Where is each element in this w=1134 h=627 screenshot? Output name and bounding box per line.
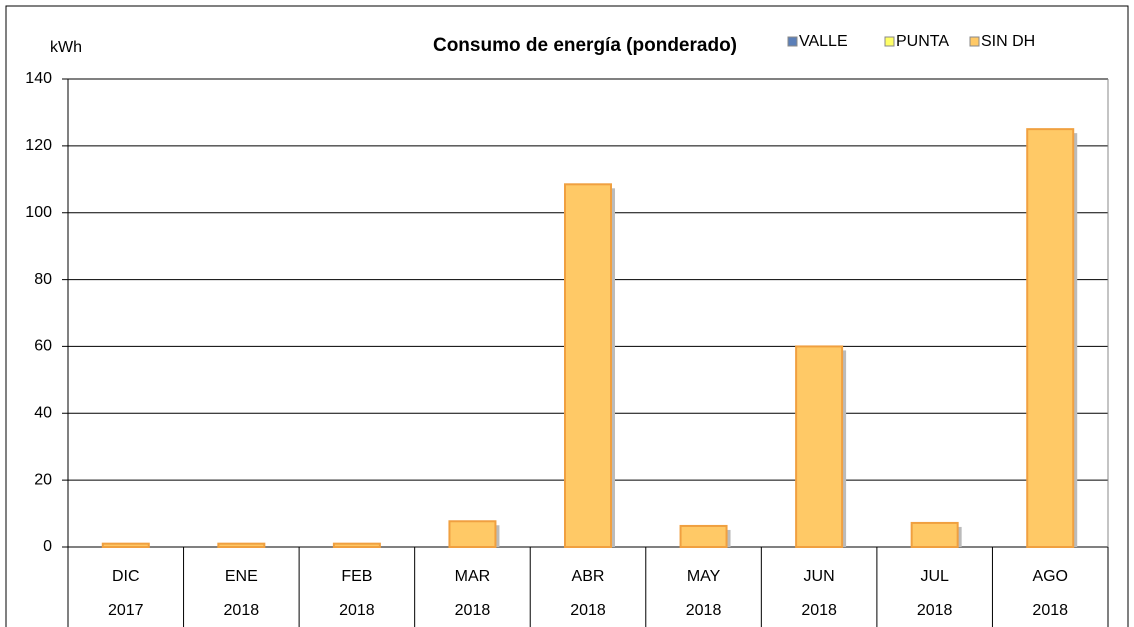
x-group-label: 2018 [917,602,953,619]
y-tick-label: 100 [25,204,52,221]
x-tick-label: AGO [1032,568,1068,585]
x-group-label: 2018 [570,602,606,619]
x-group-label: 2018 [686,602,722,619]
y-tick-label: 120 [25,137,52,154]
legend-swatch [969,36,980,47]
bar [795,345,844,548]
chart-border [5,5,1129,627]
x-tick-label: ENE [225,568,258,585]
x-group-label: 2018 [1032,602,1068,619]
y-axis-label: kWh [50,39,82,56]
x-tick-label: MAY [687,568,721,585]
y-tick-label: 140 [25,70,52,87]
x-group-label: 2018 [339,602,375,619]
bar [332,542,381,549]
bar [910,521,959,549]
x-group-label: 2018 [801,602,837,619]
bar [679,524,728,549]
bar [101,542,150,549]
bar [564,183,612,549]
chart-title: Consumo de energía (ponderado) [433,35,737,56]
legend-label: SIN DH [981,33,1035,50]
x-tick-label: MAR [455,568,491,585]
y-tick-label: 80 [34,271,52,288]
x-tick-label: JUN [804,568,835,585]
legend-label: PUNTA [896,33,949,50]
bar [1026,128,1075,548]
x-group-label: 2018 [224,602,260,619]
y-tick-label: 60 [34,338,52,355]
x-tick-label: FEB [341,568,372,585]
x-group-label: 2018 [455,602,491,619]
x-tick-label: ABR [572,568,605,585]
y-tick-label: 40 [34,405,52,422]
bar [217,542,266,549]
x-tick-label: DIC [112,568,140,585]
y-tick-label: 20 [34,471,52,488]
x-group-label: 2017 [108,602,144,619]
legend-label: VALLE [799,33,848,50]
x-tick-label: JUL [920,568,949,585]
legend-swatch [787,36,798,47]
y-tick-label: 0 [43,538,52,555]
legend-swatch [884,36,895,47]
bar [448,520,497,549]
